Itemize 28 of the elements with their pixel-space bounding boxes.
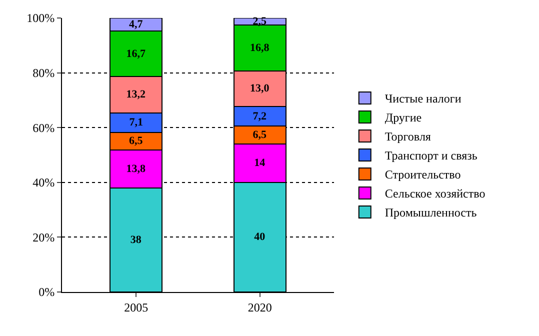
legend-label: Другие xyxy=(384,110,422,125)
y-tick-label: 40% xyxy=(32,176,55,190)
data-label: 7,2 xyxy=(252,110,267,122)
legend-label: Транспорт и связь xyxy=(384,148,478,163)
x-tick-label: 2005 xyxy=(124,300,148,314)
data-label: 16,8 xyxy=(250,42,270,54)
legend-label: Торговля xyxy=(384,130,432,144)
data-label: 13,0 xyxy=(250,82,270,95)
legend-label: Чистые налоги xyxy=(384,92,462,106)
data-label: 38 xyxy=(130,234,142,246)
data-label: 13,8 xyxy=(126,162,146,175)
legend-label: Сельское хозяйство xyxy=(384,186,486,201)
y-tick-label: 60% xyxy=(32,120,55,135)
legend-label: Промышленность xyxy=(384,206,478,220)
y-tick-label: 80% xyxy=(32,66,55,80)
data-label: 6,5 xyxy=(252,129,267,142)
y-tick-label: 0% xyxy=(38,285,55,300)
legend-label: Строительство xyxy=(384,168,461,182)
data-label: 40 xyxy=(254,231,266,244)
y-tick-label: 20% xyxy=(32,230,55,244)
x-tick-label: 2020 xyxy=(248,300,272,314)
data-label: 7,1 xyxy=(129,116,144,129)
data-label: 13,2 xyxy=(126,88,146,101)
data-label: 14 xyxy=(254,157,266,170)
data-label: 4,7 xyxy=(129,18,144,30)
y-tick-label: 100% xyxy=(26,11,55,26)
data-label: 6,5 xyxy=(129,135,144,148)
data-label: 16,7 xyxy=(126,48,146,60)
